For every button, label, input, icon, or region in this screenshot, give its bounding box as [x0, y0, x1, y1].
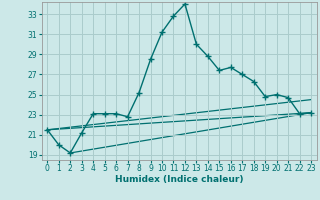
X-axis label: Humidex (Indice chaleur): Humidex (Indice chaleur)	[115, 175, 244, 184]
